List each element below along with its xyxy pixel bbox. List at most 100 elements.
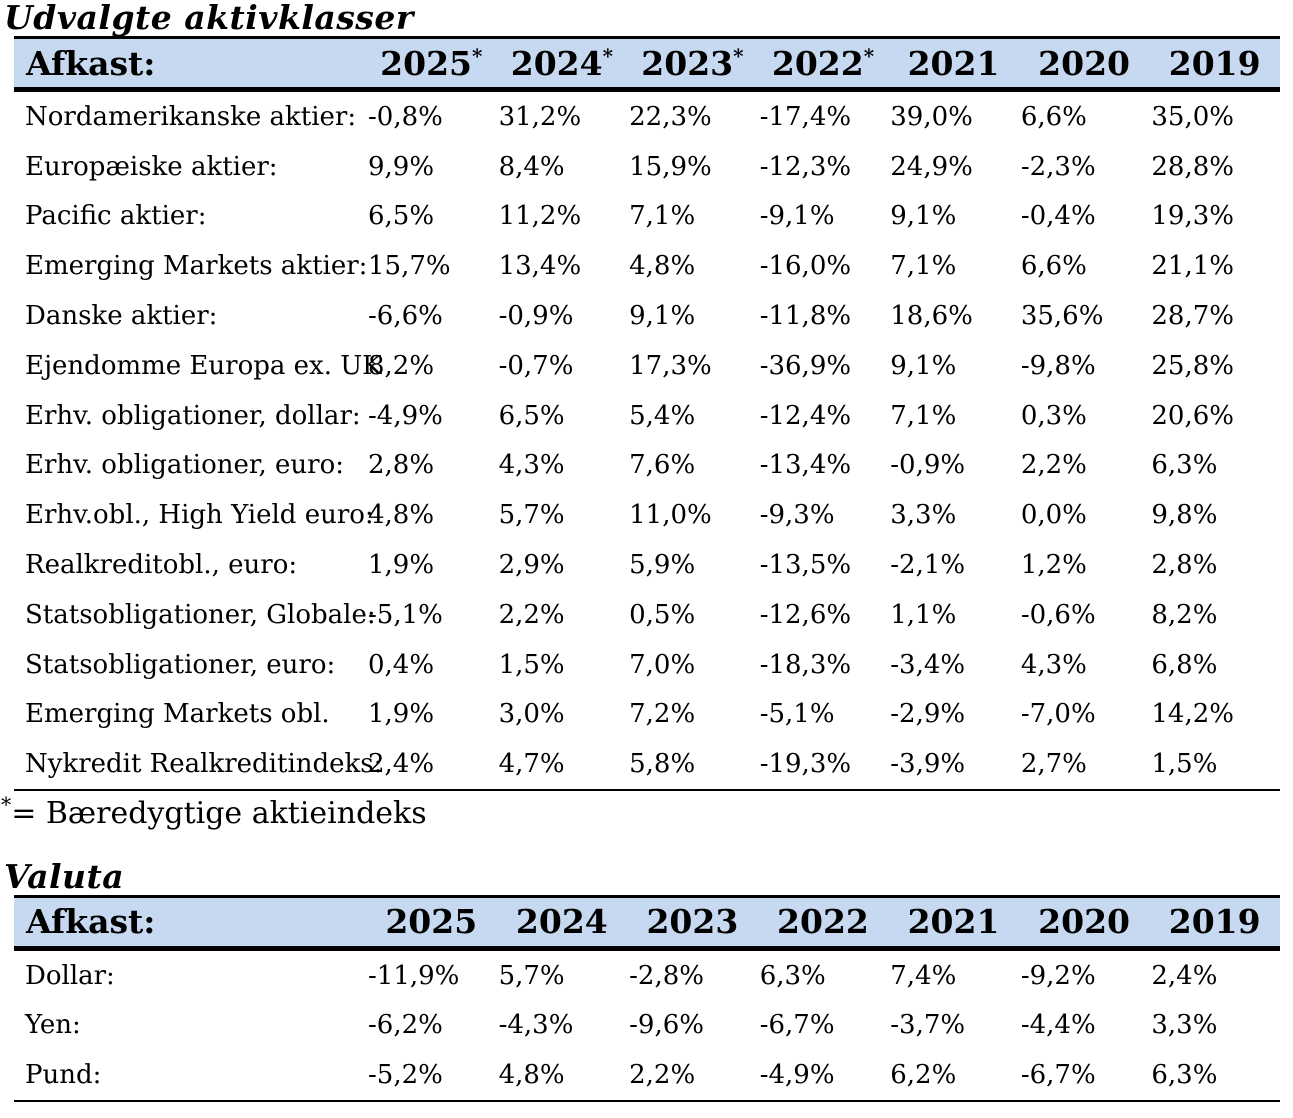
table-row: Nykredit Realkreditindeks: 2,4% 4,7% 5,8% -1… bbox=[14, 739, 1280, 792]
value-cell: -3,9% bbox=[888, 739, 1019, 792]
value-cell: 31,2% bbox=[498, 101, 582, 132]
value-cell: -17,4% bbox=[759, 101, 852, 132]
table-row: Erhv.obl., High Yield euro: 4,8% 5,7% 11,0%… bbox=[14, 490, 1280, 540]
sustainable-asterisk: * bbox=[472, 43, 483, 68]
table-row: Statsobligationer, euro: 0,4% 1,5% 7,0% -18,… bbox=[14, 640, 1280, 690]
value-cell: 5,9% bbox=[629, 550, 696, 581]
value-cell: 4,3% bbox=[498, 450, 565, 481]
value-cell: 4,8% bbox=[629, 251, 696, 282]
value-cell: 0,5% bbox=[629, 599, 696, 630]
table-row: Danske aktier: -6,6% -0,9% 9,1% -11,8% 18,6% 3… bbox=[14, 291, 1280, 341]
value-cell: -6,2% bbox=[368, 1010, 443, 1041]
value-cell: 2,9% bbox=[498, 550, 565, 581]
value-cell: -13,5% bbox=[759, 550, 852, 581]
asset-classes-title: Udvalgte aktivklasser bbox=[4, 0, 414, 37]
value-cell: -19,3% bbox=[757, 739, 889, 792]
value-cell: -0,4% bbox=[1020, 201, 1096, 232]
value-cell: -0,9% bbox=[498, 301, 574, 332]
header-year-2021: 2021 bbox=[888, 36, 1019, 92]
value-cell: 35,0% bbox=[1151, 101, 1234, 132]
header-year-2022: 2022* bbox=[757, 36, 889, 92]
value-cell: 1,2% bbox=[1020, 550, 1087, 581]
header-year-2024: 2024 bbox=[496, 894, 628, 951]
currency-title: Valuta bbox=[4, 856, 125, 896]
table-row: Europæiske aktier: 9,9% 8,4% 15,9% -12,3% 24,… bbox=[14, 142, 1280, 192]
value-cell: -5,1% bbox=[759, 699, 835, 730]
sustainable-asterisk: * bbox=[863, 43, 875, 68]
value-cell: -3,4% bbox=[890, 649, 966, 680]
table-row: Dollar: -11,9% 5,7% -2,8% 6,3% 7,4% -9,2% 2,4% bbox=[14, 948, 1280, 1000]
value-cell: 17,3% bbox=[629, 350, 712, 381]
value-cell: 2,2% bbox=[498, 599, 565, 630]
value-cell: 35,6% bbox=[1020, 301, 1104, 332]
value-cell: 28,7% bbox=[1151, 301, 1234, 332]
value-cell: 9,1% bbox=[890, 350, 957, 381]
value-cell: 6,6% bbox=[1020, 101, 1087, 132]
table-row: Pacific aktier: 6,5% 11,2% 7,1% -9,1% 9,1% -0,… bbox=[14, 192, 1280, 242]
value-cell: 8,2% bbox=[1151, 599, 1218, 630]
value-cell: 1,5% bbox=[498, 649, 565, 680]
header-year-2023: 2023 bbox=[627, 894, 758, 951]
value-cell: -0,7% bbox=[498, 350, 574, 381]
header-year-2025: 2025* bbox=[366, 36, 497, 92]
row-label: Danske aktier: bbox=[25, 301, 218, 332]
row-label: Emerging Markets obl. bbox=[25, 699, 330, 730]
value-cell: 7,1% bbox=[890, 251, 957, 282]
table-row: Realkreditobl., euro: 1,9% 2,9% 5,9% -13,5% -… bbox=[14, 540, 1280, 590]
value-cell: 0,0% bbox=[1020, 500, 1087, 531]
value-cell: 13,4% bbox=[498, 251, 582, 282]
value-cell: 20,6% bbox=[1151, 400, 1234, 431]
value-cell: 6,5% bbox=[368, 201, 435, 232]
row-label: Nordamerikanske aktier: bbox=[25, 101, 357, 132]
value-cell: -12,4% bbox=[759, 400, 852, 431]
value-cell: 2,8% bbox=[368, 450, 435, 481]
value-cell: 8,2% bbox=[368, 350, 435, 381]
value-cell: 5,7% bbox=[498, 500, 565, 531]
table-row: Yen: -6,2% -4,3% -9,6% -6,7% -3,7% -4,4% 3,3% bbox=[14, 1000, 1280, 1050]
value-cell: -0,6% bbox=[1020, 599, 1096, 630]
value-cell: 25,8% bbox=[1151, 350, 1234, 381]
value-cell: 5,7% bbox=[498, 960, 565, 991]
value-cell: 8,4% bbox=[498, 151, 565, 182]
value-cell: 6,3% bbox=[1149, 1050, 1280, 1103]
footnote-text: = Bæredygtige aktieindeks bbox=[11, 796, 427, 832]
value-cell: 7,4% bbox=[890, 960, 957, 991]
value-cell: 19,3% bbox=[1151, 201, 1234, 232]
value-cell: -9,6% bbox=[629, 1010, 704, 1041]
value-cell: 1,5% bbox=[1149, 739, 1280, 792]
value-cell: -4,4% bbox=[1020, 1010, 1096, 1041]
row-label: Statsobligationer, euro: bbox=[25, 649, 336, 680]
value-cell: 1,1% bbox=[890, 599, 957, 630]
value-cell: -3,7% bbox=[890, 1010, 966, 1041]
value-cell: -16,0% bbox=[759, 251, 852, 282]
value-cell: 2,4% bbox=[1151, 960, 1218, 991]
value-cell: -0,8% bbox=[368, 101, 443, 132]
header-label: Afkast: bbox=[14, 894, 366, 951]
value-cell: 24,9% bbox=[890, 151, 973, 182]
value-cell: -2,3% bbox=[1020, 151, 1096, 182]
table-row: Erhv. obligationer, dollar: -4,9% 6,5% 5,4%… bbox=[14, 391, 1280, 441]
value-cell: 7,0% bbox=[629, 649, 696, 680]
value-cell: 0,3% bbox=[1020, 400, 1087, 431]
value-cell: 3,3% bbox=[890, 500, 957, 531]
value-cell: 9,1% bbox=[629, 301, 696, 332]
value-cell: -18,3% bbox=[759, 649, 852, 680]
value-cell: -2,9% bbox=[890, 699, 966, 730]
value-cell: 1,9% bbox=[368, 550, 435, 581]
table-header-row: Afkast: 2025 2024 2023 2022 2021 2020 2019 bbox=[14, 894, 1280, 951]
value-cell: 7,6% bbox=[629, 450, 696, 481]
value-cell: 2,2% bbox=[627, 1050, 758, 1103]
value-cell: -6,6% bbox=[368, 301, 443, 332]
asset-classes-returns-table: Afkast: 2025* 2024* 2023* 2022* 2021 2020 2019 N… bbox=[14, 36, 1280, 792]
value-cell: 2,8% bbox=[1151, 550, 1218, 581]
value-cell: 15,7% bbox=[368, 251, 451, 282]
value-cell: 18,6% bbox=[890, 301, 973, 332]
table-row: Emerging Markets obl. 1,9% 3,0% 7,2% -5,1% -2… bbox=[14, 690, 1280, 740]
value-cell: -4,3% bbox=[498, 1010, 574, 1041]
table-row: Emerging Markets aktier: 15,7% 13,4% 4,8% -1… bbox=[14, 241, 1280, 291]
value-cell: -13,4% bbox=[759, 450, 852, 481]
value-cell: -11,9% bbox=[368, 960, 460, 991]
asset-classes-section: Udvalgte aktivklasser Afkast: 2025* 2024* 2… bbox=[1, 0, 1280, 832]
value-cell: -9,8% bbox=[1020, 350, 1096, 381]
